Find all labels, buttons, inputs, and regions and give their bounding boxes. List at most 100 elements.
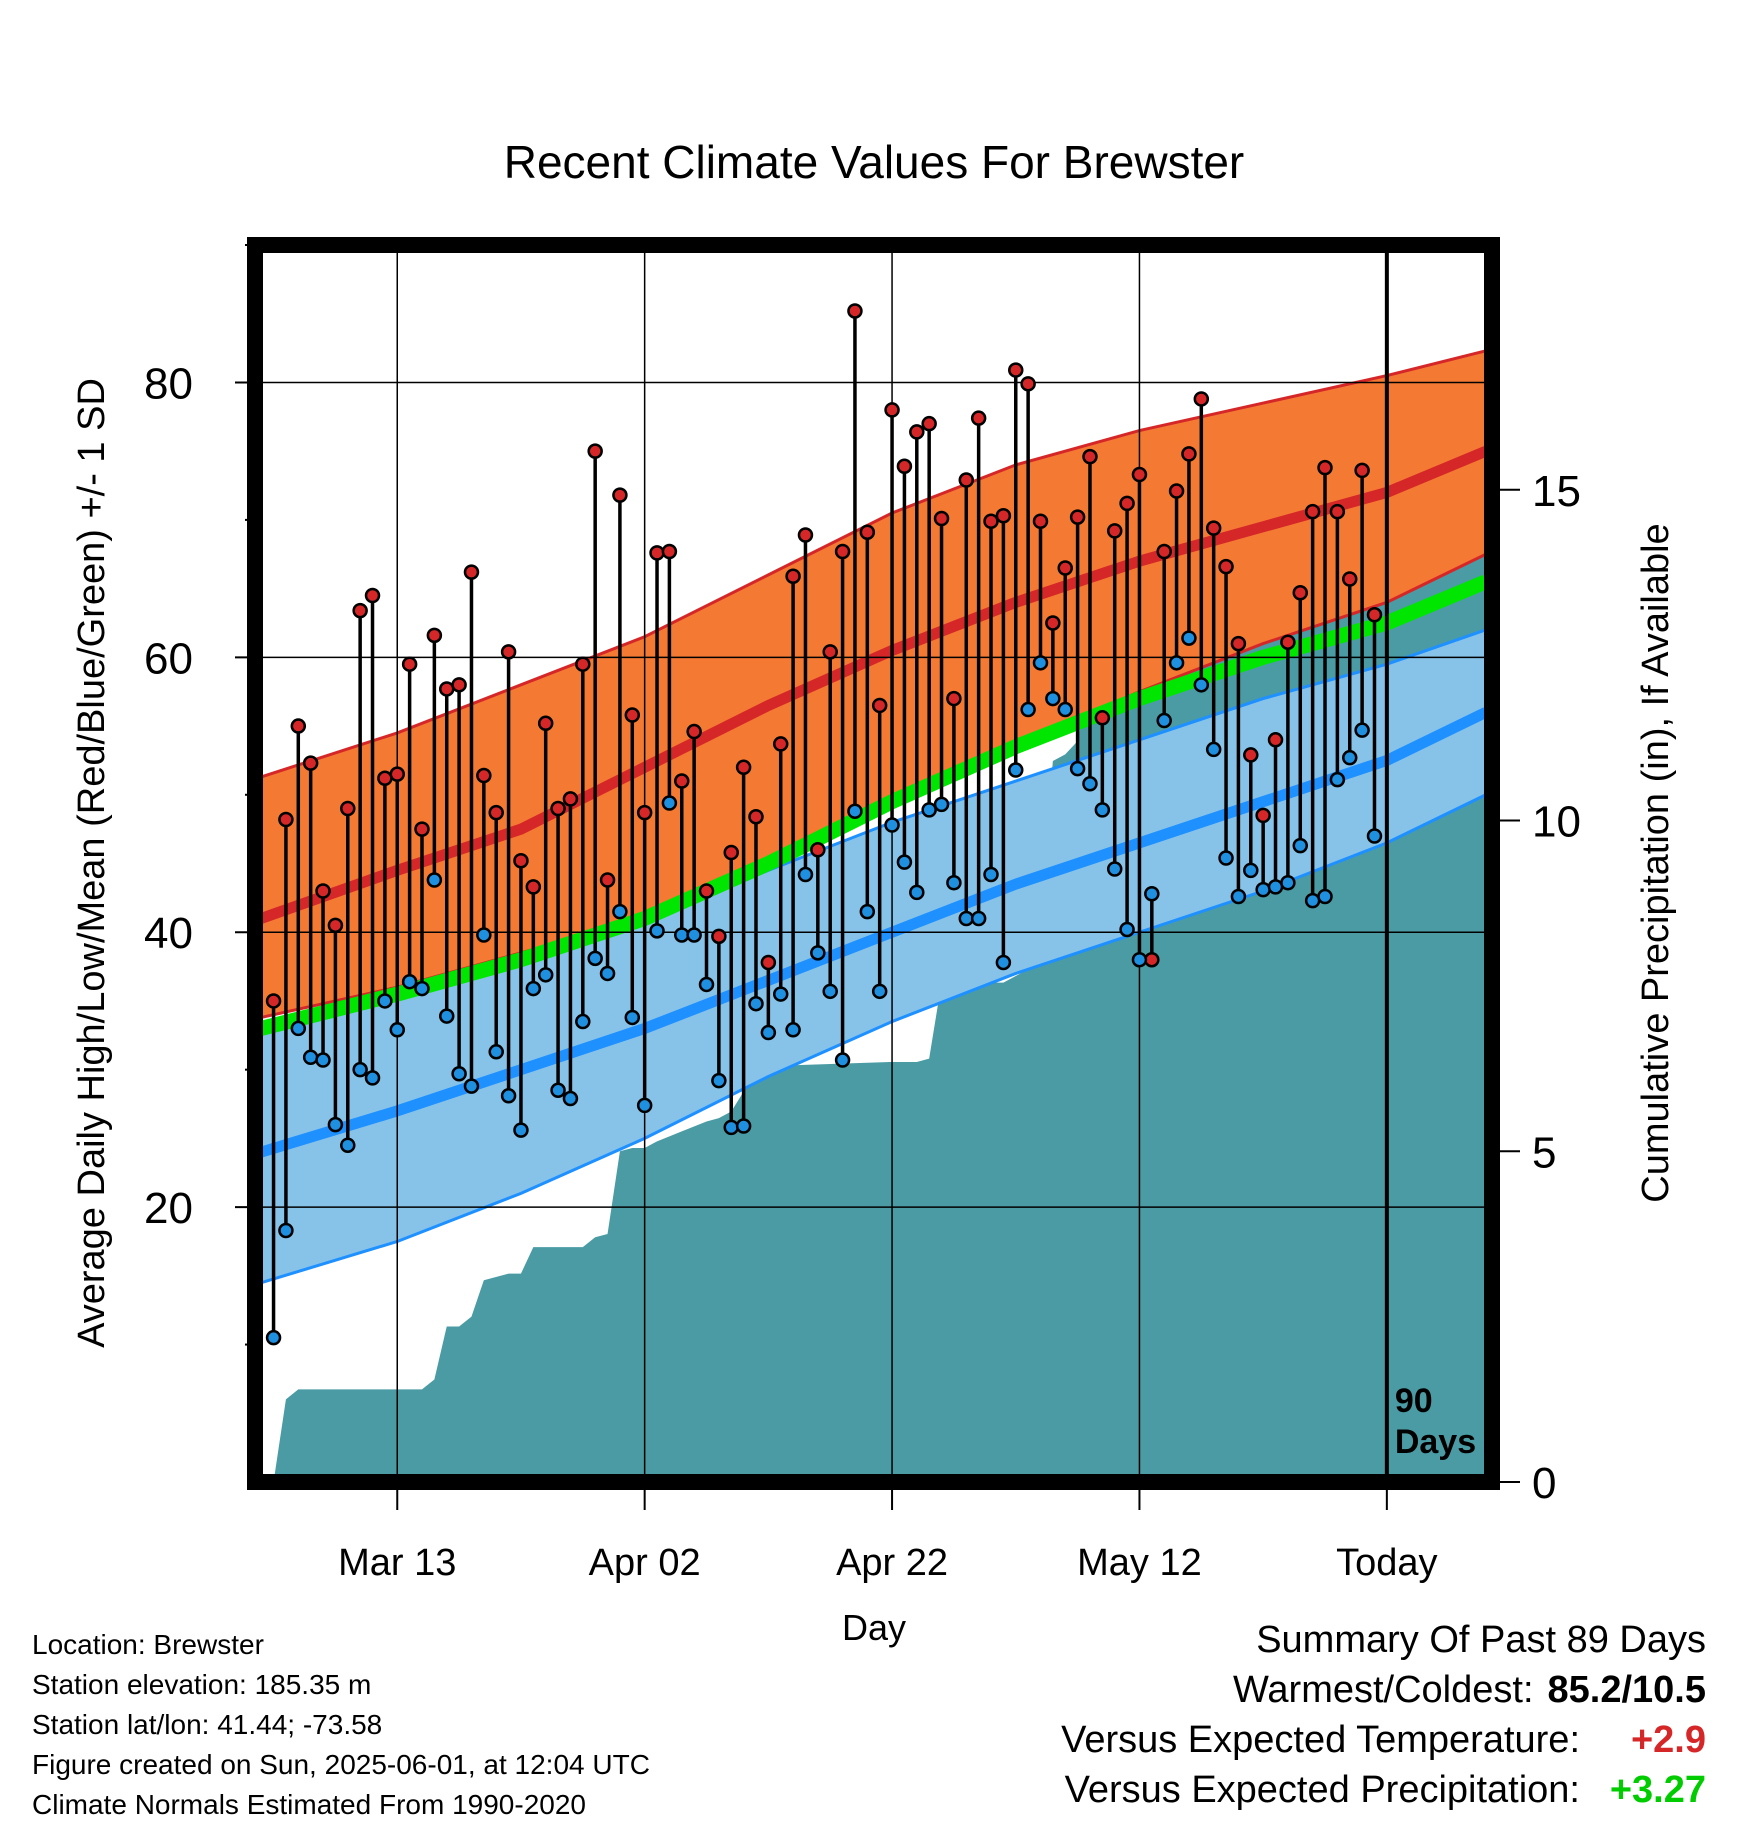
warm-cold-label: Warmest/Coldest: xyxy=(1232,1669,1534,1711)
daily-high-point xyxy=(1057,560,1073,576)
daily-high-point xyxy=(921,415,937,432)
daily-high-point xyxy=(797,527,814,543)
right-tick-label: 10 xyxy=(1532,798,1581,847)
daily-low-point xyxy=(649,923,665,939)
daily-high-point xyxy=(1218,558,1234,575)
daily-low-point xyxy=(624,1009,641,1026)
daily-low-point xyxy=(1218,850,1234,866)
daily-high-point xyxy=(983,513,999,530)
daily-low-point xyxy=(1255,881,1271,898)
daily-low-point xyxy=(438,1008,455,1024)
right-tick-label: 0 xyxy=(1532,1459,1556,1508)
daily-high-point xyxy=(785,568,801,584)
daily-low-point xyxy=(711,1072,727,1089)
daily-low-point xyxy=(290,1020,307,1037)
daily-low-point xyxy=(797,866,814,883)
daily-low-point xyxy=(1267,879,1284,895)
daily-low-point xyxy=(661,795,678,811)
summary-title: Summary Of Past 89 Days xyxy=(1256,1619,1706,1661)
daily-high-point xyxy=(847,303,863,319)
daily-high-point xyxy=(389,766,406,782)
warm-cold-value: 85.2/10.5 xyxy=(1547,1669,1706,1711)
daily-low-point xyxy=(426,872,443,888)
daily-low-point xyxy=(1032,655,1049,671)
daily-low-point xyxy=(698,976,715,993)
daily-low-point xyxy=(599,965,616,982)
daily-low-point xyxy=(476,927,492,943)
daily-high-point xyxy=(1329,503,1346,520)
high-sd-band xyxy=(261,350,1486,1018)
precip-value: +3.27 xyxy=(1609,1769,1706,1811)
daily-high-point xyxy=(327,917,344,934)
daily-high-point xyxy=(674,773,690,789)
y-axis-label-left: Average Daily High/Low/Mean (Red/Blue/Gr… xyxy=(71,378,113,1348)
daily-low-point xyxy=(562,1090,579,1107)
daily-low-point xyxy=(1329,771,1346,788)
daily-high-point xyxy=(1032,513,1049,530)
daily-high-point xyxy=(302,755,319,771)
daily-low-point xyxy=(525,980,542,997)
daily-low-point xyxy=(995,954,1012,971)
daily-low-point xyxy=(550,1082,566,1099)
daily-low-point xyxy=(302,1049,319,1066)
daily-low-point xyxy=(760,1024,777,1041)
daily-low-point xyxy=(1181,630,1197,646)
daily-high-point xyxy=(1255,807,1271,824)
daily-low-point xyxy=(748,995,764,1012)
daily-high-point xyxy=(1131,466,1148,483)
daily-low-point xyxy=(884,817,900,833)
daily-high-point xyxy=(1181,446,1197,462)
daily-high-point xyxy=(525,879,542,895)
daily-high-point xyxy=(1205,520,1222,536)
left-tick-label: 60 xyxy=(144,634,193,683)
daily-high-point xyxy=(1317,459,1333,476)
daily-high-point xyxy=(1341,571,1358,587)
daily-low-point xyxy=(871,983,888,1000)
daily-low-point xyxy=(1131,951,1148,968)
daily-high-point xyxy=(463,564,480,580)
daily-low-point xyxy=(896,854,913,870)
daily-high-point xyxy=(476,767,492,784)
daily-low-point xyxy=(921,802,937,818)
daily-low-point xyxy=(352,1061,368,1078)
daily-low-point xyxy=(1069,760,1086,777)
daily-high-point xyxy=(1168,483,1185,499)
daily-low-point xyxy=(1317,888,1333,905)
daily-low-point xyxy=(1119,921,1135,938)
daily-high-point xyxy=(822,644,838,660)
precip-label: Versus Expected Precipitation: xyxy=(1064,1769,1580,1811)
daily-low-point xyxy=(1156,712,1172,729)
daily-high-point xyxy=(1020,376,1036,392)
daily-high-point xyxy=(661,543,678,560)
daily-high-point xyxy=(946,690,962,707)
daily-low-point xyxy=(785,1022,801,1038)
daily-low-point xyxy=(1094,802,1111,818)
daily-low-point xyxy=(612,903,628,920)
daily-low-point xyxy=(488,1044,504,1060)
daily-low-point xyxy=(946,874,962,891)
daily-high-point xyxy=(859,524,876,541)
daily-high-point xyxy=(723,844,739,861)
daily-high-point xyxy=(562,791,579,807)
x-tick-label: Apr 22 xyxy=(836,1542,948,1584)
daily-low-point xyxy=(772,986,789,1002)
daily-high-point xyxy=(1354,462,1370,479)
x-tick-label: Mar 13 xyxy=(338,1542,456,1584)
daily-low-point xyxy=(1280,874,1296,891)
daily-high-point xyxy=(649,545,665,561)
summary-precip-row: Versus Expected Precipitation: +3.27 xyxy=(806,1765,1706,1815)
low-sd-band xyxy=(261,629,1486,1283)
daily-high-point xyxy=(537,715,554,732)
daily-high-point xyxy=(451,677,467,693)
daily-high-point xyxy=(352,602,368,619)
daily-high-point xyxy=(426,627,443,644)
daily-high-point xyxy=(1366,606,1383,623)
daily-high-point xyxy=(364,587,381,604)
daily-low-point xyxy=(414,980,430,997)
summary-temp-row: Versus Expected Temperature: +2.9 xyxy=(806,1715,1706,1765)
daily-high-point xyxy=(1106,523,1123,539)
daily-low-point xyxy=(933,796,950,813)
daily-high-point xyxy=(958,472,975,488)
daily-high-point xyxy=(438,681,455,697)
